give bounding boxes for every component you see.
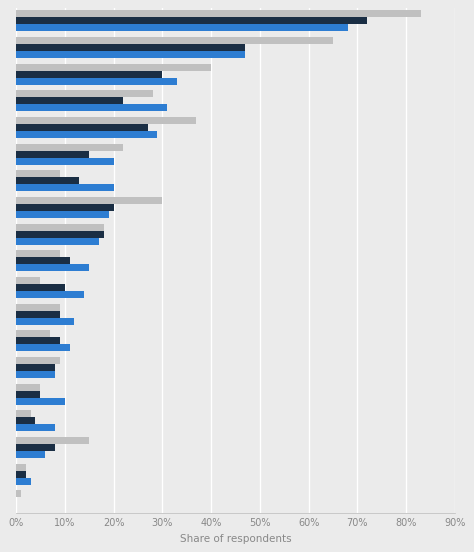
Bar <box>16 464 26 471</box>
Bar <box>16 344 70 351</box>
Bar <box>16 444 55 451</box>
Bar <box>16 424 55 431</box>
Bar <box>16 24 347 31</box>
Bar <box>16 224 104 231</box>
X-axis label: Share of respondents: Share of respondents <box>180 534 292 544</box>
Bar <box>16 91 153 97</box>
Bar <box>16 158 113 164</box>
Bar <box>16 151 89 158</box>
Bar <box>16 391 40 397</box>
Bar <box>16 231 104 237</box>
Bar <box>16 104 167 111</box>
Bar <box>16 204 113 211</box>
Bar <box>16 311 60 317</box>
Bar <box>16 397 65 405</box>
Bar <box>16 37 333 44</box>
Bar <box>16 211 109 218</box>
Bar <box>16 417 36 424</box>
Bar <box>16 337 60 344</box>
Bar <box>16 257 70 264</box>
Bar <box>16 17 367 24</box>
Bar <box>16 144 123 151</box>
Bar <box>16 197 162 204</box>
Bar <box>16 184 113 191</box>
Bar <box>16 78 177 84</box>
Bar <box>16 317 74 325</box>
Bar <box>16 490 21 497</box>
Bar <box>16 357 60 364</box>
Bar <box>16 284 65 291</box>
Bar <box>16 63 211 71</box>
Bar <box>16 364 55 371</box>
Bar <box>16 291 84 298</box>
Bar <box>16 264 89 271</box>
Bar <box>16 471 26 477</box>
Bar <box>16 384 40 391</box>
Bar <box>16 177 79 184</box>
Bar <box>16 124 148 131</box>
Bar <box>16 237 99 245</box>
Bar <box>16 44 245 51</box>
Bar <box>16 451 45 458</box>
Bar <box>16 97 123 104</box>
Bar <box>16 277 40 284</box>
Bar <box>16 251 60 257</box>
Bar <box>16 131 157 138</box>
Bar <box>16 304 60 311</box>
Bar <box>16 477 31 485</box>
Bar <box>16 171 60 177</box>
Bar <box>16 51 245 58</box>
Bar <box>16 371 55 378</box>
Bar <box>16 410 31 417</box>
Bar <box>16 437 89 444</box>
Bar <box>16 71 162 78</box>
Bar <box>16 331 50 337</box>
Bar <box>16 10 421 17</box>
Bar <box>16 117 196 124</box>
